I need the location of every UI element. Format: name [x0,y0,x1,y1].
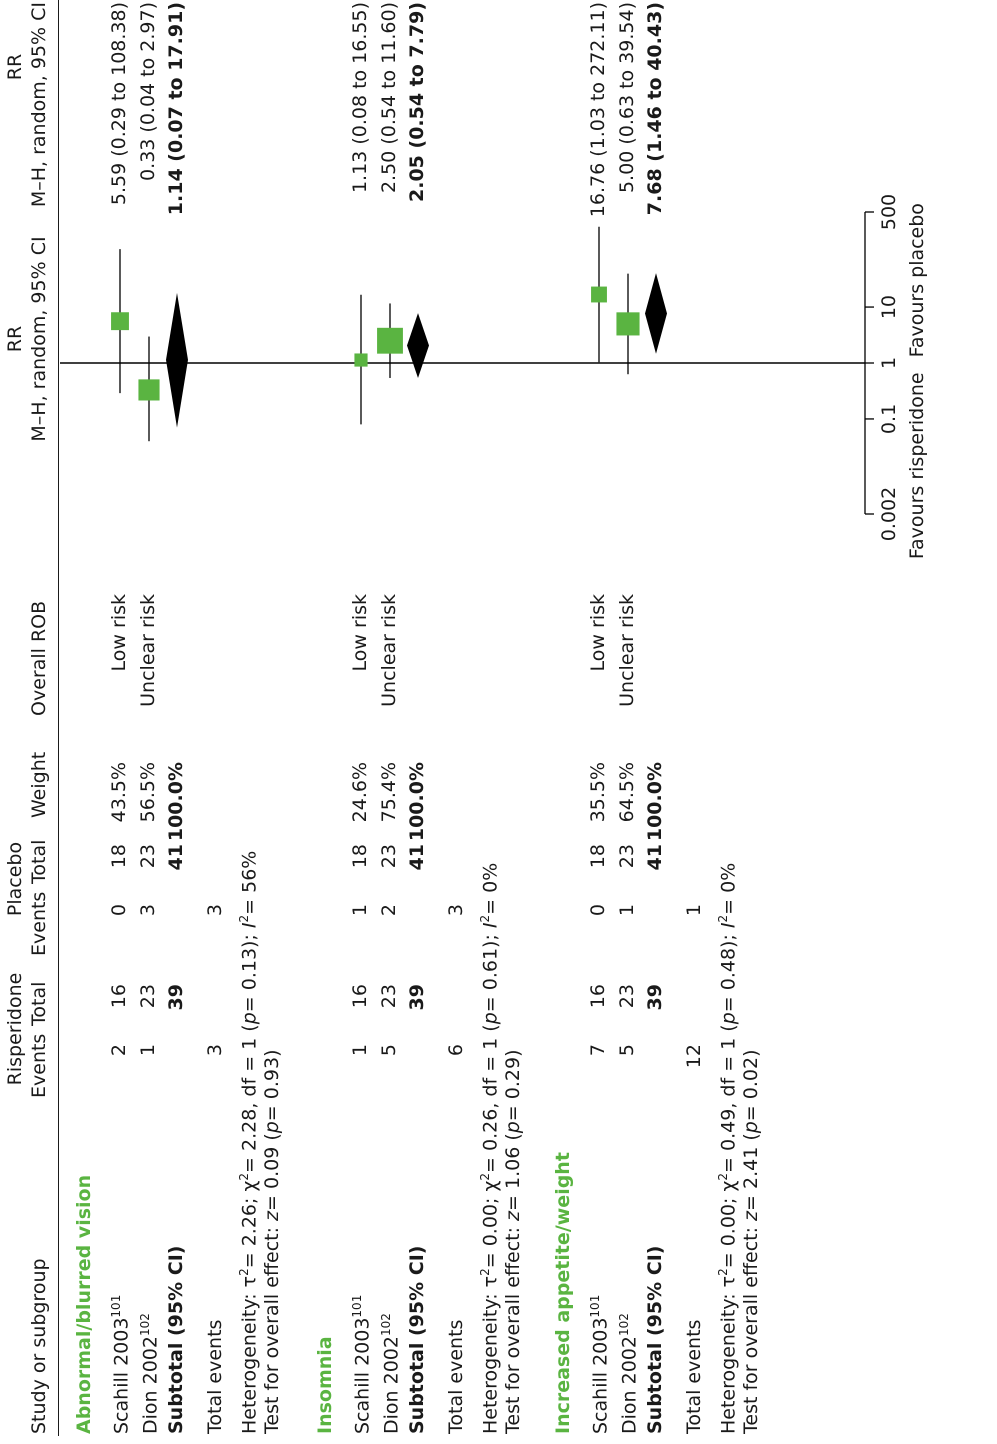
x-tick-label: 0.1 [878,404,900,434]
x-tick-label: 10 [878,295,900,319]
pooled-diamond [645,273,667,354]
study-point [111,312,129,331]
favours-left-label: Favours risperidone [906,372,928,559]
pooled-diamond [166,292,188,428]
study-point [591,286,607,303]
x-tick-label: 1 [878,357,900,369]
study-point [354,353,368,367]
x-tick-label: 0.002 [878,487,900,541]
study-point [377,327,403,354]
favours-right-label: Favours placebo [906,203,928,357]
x-tick-label: 500 [878,194,900,230]
pooled-diamond [407,313,429,378]
study-point [138,379,160,401]
study-point [616,312,640,336]
